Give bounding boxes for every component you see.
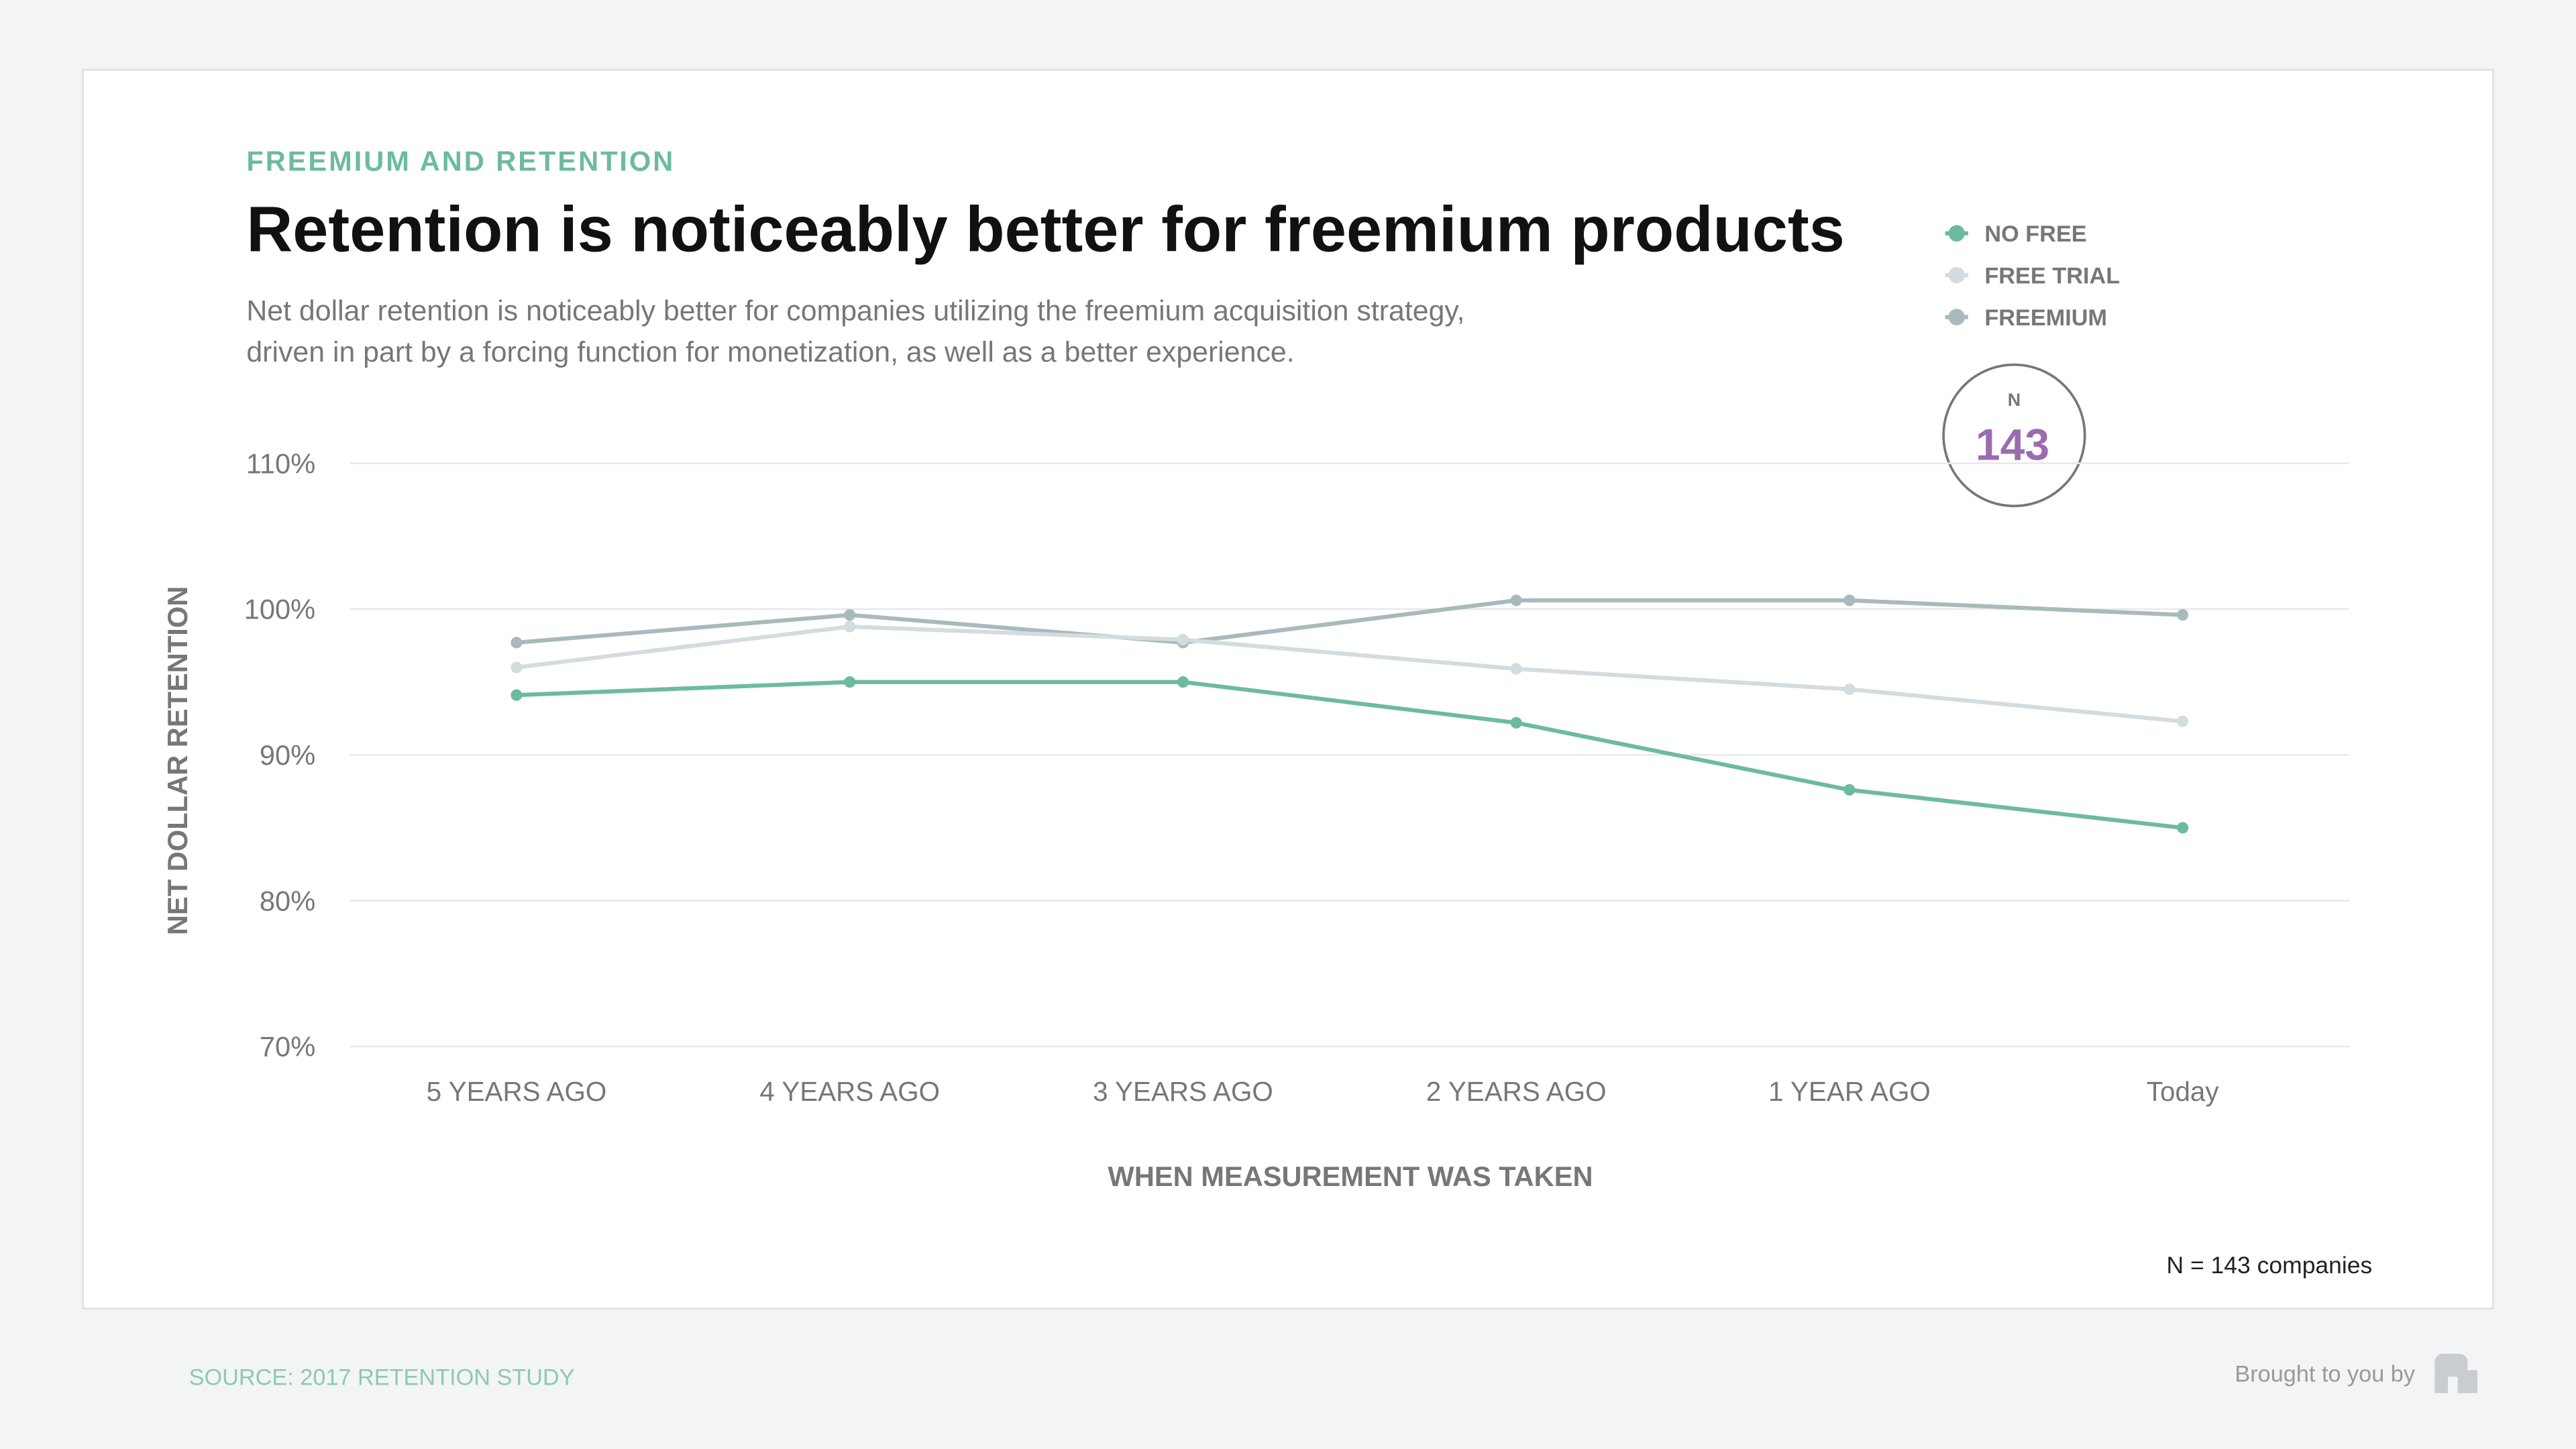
data-point <box>1177 634 1189 646</box>
x-axis-label: WHEN MEASUREMENT WAS TAKEN <box>1108 1161 1593 1192</box>
legend-marker <box>1948 225 1965 241</box>
data-point <box>511 689 523 701</box>
x-tick-label: 3 YEARS AGO <box>1093 1076 1273 1107</box>
y-tick-label: 80% <box>260 885 315 916</box>
subtitle: Net dollar retention is noticeably bette… <box>246 295 1464 327</box>
x-tick-label: 4 YEARS AGO <box>759 1076 940 1107</box>
chart-title: Retention is noticeably better for freem… <box>246 195 1845 266</box>
credit: Brought to you by <box>2235 1362 2415 1387</box>
data-point <box>2177 715 2189 727</box>
series-line <box>516 680 2184 830</box>
series-line <box>516 598 2183 645</box>
data-point <box>1510 716 1522 729</box>
kicker: FREEMIUM AND RETENTION <box>246 146 675 177</box>
y-tick-label: 70% <box>260 1031 315 1063</box>
y-axis-label: NET DOLLAR RETENTION <box>162 586 193 935</box>
series-line <box>516 624 2183 724</box>
subtitle: driven in part by a forcing function for… <box>246 336 1294 368</box>
legend-marker <box>1948 266 1965 284</box>
source: SOURCE: 2017 RETENTION STUDY <box>189 1364 575 1390</box>
data-point <box>2177 822 2189 834</box>
legend-marker <box>1948 309 1965 325</box>
badge-value: 143 <box>1976 421 2049 470</box>
data-point <box>1510 663 1522 675</box>
logo <box>2434 1353 2478 1393</box>
data-point <box>2177 609 2189 621</box>
badge <box>1942 363 2086 508</box>
data-point <box>1843 594 1856 606</box>
badge-label: N <box>2008 390 2021 410</box>
note: N = 143 companies <box>2166 1252 2372 1279</box>
legend-label: FREEMIUM <box>1984 305 2107 331</box>
legend-label: FREE TRIAL <box>1984 263 2120 288</box>
x-tick-label: 1 YEAR AGO <box>1768 1076 1931 1107</box>
data-point <box>511 661 523 674</box>
data-point <box>1510 594 1522 606</box>
x-tick-label: 5 YEARS AGO <box>427 1076 607 1107</box>
data-point <box>844 609 856 621</box>
data-point <box>1843 683 1856 696</box>
x-tick-label: 2 YEARS AGO <box>1426 1076 1607 1107</box>
y-tick-label: 110% <box>246 447 315 479</box>
data-point <box>1177 676 1189 688</box>
y-tick-label: 100% <box>244 594 315 625</box>
data-point <box>844 621 856 633</box>
x-tick-label: Today <box>2147 1076 2220 1107</box>
y-tick-label: 90% <box>260 739 315 771</box>
data-point <box>844 676 856 688</box>
card <box>82 68 2494 1309</box>
data-point <box>511 637 523 649</box>
data-point <box>1843 784 1856 796</box>
legend-label: NO FREE <box>1984 221 2086 247</box>
